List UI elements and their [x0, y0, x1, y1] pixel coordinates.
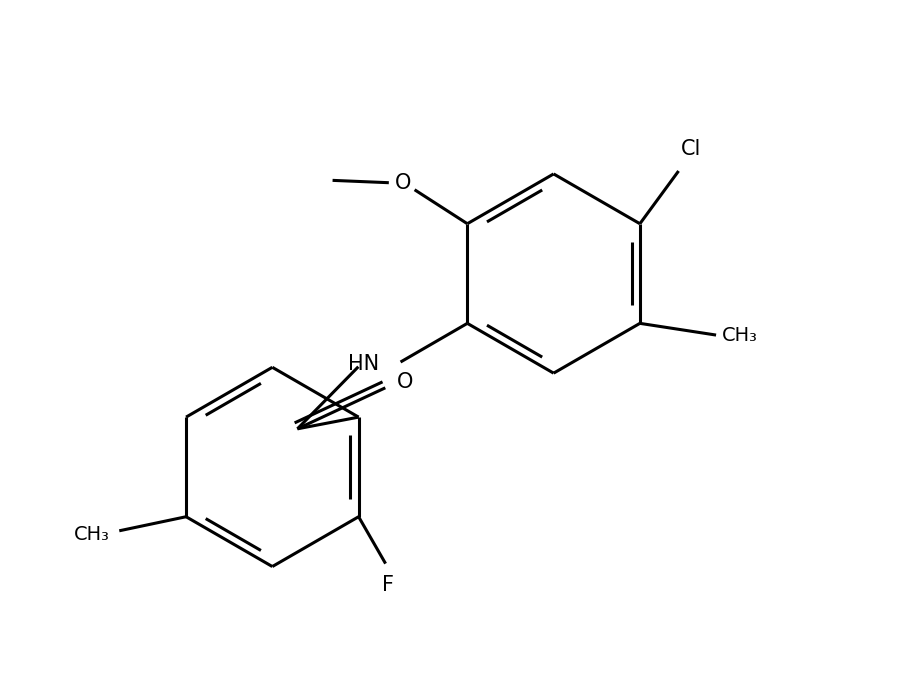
Text: O: O — [397, 372, 413, 392]
Text: HN: HN — [349, 354, 380, 375]
Text: F: F — [382, 575, 394, 596]
Text: O: O — [395, 172, 411, 193]
Text: Cl: Cl — [681, 139, 701, 160]
Text: CH₃: CH₃ — [74, 525, 110, 544]
Text: CH₃: CH₃ — [722, 326, 758, 345]
